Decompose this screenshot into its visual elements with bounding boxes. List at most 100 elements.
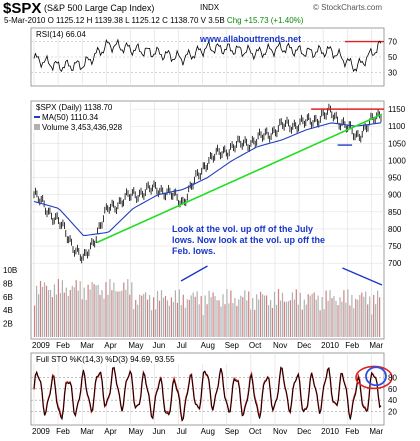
volume-bar	[38, 294, 40, 337]
volume-bar	[63, 292, 65, 337]
volume-bar	[246, 300, 248, 337]
volume-bar	[339, 297, 341, 337]
annotation-line-3: Feb. lows.	[172, 246, 216, 256]
volume-bar	[202, 315, 204, 337]
volume-bar	[250, 309, 252, 337]
x-tick-label-lower: Mar	[369, 427, 383, 436]
volume-bar	[357, 299, 359, 337]
volume-bar	[95, 285, 97, 337]
x-tick-label-lower: Jun	[152, 427, 165, 436]
x-tick-label-lower: Feb	[345, 427, 359, 436]
chart-title-name: (S&P 500 Large Cap Index)	[44, 3, 155, 13]
volume-bar	[222, 294, 224, 337]
sto-tick-label: 80	[388, 373, 397, 382]
volume-bar	[363, 296, 365, 337]
price-series-layer	[33, 103, 384, 286]
volume-bar	[139, 294, 141, 337]
volume-bar	[252, 298, 254, 337]
brand-label: © StockCharts.com	[313, 3, 383, 12]
volume-bar	[67, 296, 69, 337]
price-tick-label: 1050	[388, 139, 406, 148]
sto-highlight-circle-blue	[365, 366, 387, 387]
volume-bar	[238, 299, 240, 337]
tick-labels: 2009 2009 Feb Feb Mar Mar Apr Apr May May Jun Jun Ju…	[3, 38, 406, 436]
volume-bar	[65, 287, 67, 337]
volume-bar	[71, 285, 73, 337]
volume-bar	[301, 309, 303, 337]
volume-bar	[335, 300, 337, 337]
volume-trend-line-july	[180, 265, 208, 282]
volume-tick-label: 4B	[3, 306, 13, 315]
price-tick-label: 700	[388, 259, 402, 268]
volume-bar	[156, 291, 159, 337]
exchange-label: INDX	[200, 3, 220, 12]
x-tick-label-upper: Feb	[345, 341, 359, 350]
volume-bar	[323, 309, 325, 337]
price-tick-label: 1100	[388, 122, 406, 131]
volume-bar	[34, 305, 36, 337]
volume-bar	[45, 285, 48, 337]
volume-bar	[311, 293, 313, 337]
volume-bar	[351, 294, 353, 337]
volume-bar	[230, 290, 232, 337]
volume-bar	[43, 282, 46, 337]
volume-bar	[176, 302, 178, 337]
x-tick-label-upper: Dec	[297, 341, 311, 350]
volume-bar	[73, 287, 75, 337]
volume-bar	[271, 308, 274, 337]
volume-bar	[149, 295, 151, 337]
volume-bar	[172, 302, 174, 337]
volume-bar	[279, 300, 282, 337]
volume-bar	[244, 290, 246, 337]
volume-bar	[359, 295, 361, 337]
volume-bar	[166, 300, 169, 337]
volume-bar	[164, 296, 167, 337]
x-tick-label-upper: 2009	[32, 341, 50, 350]
volume-bar	[254, 309, 256, 337]
volume-bar	[365, 291, 367, 337]
volume-bar	[319, 310, 321, 337]
volume-bar	[123, 282, 125, 337]
volume-bar	[248, 291, 250, 337]
volume-bar	[295, 289, 297, 337]
volume-bar	[196, 291, 198, 337]
rsi-legend: RSI(14) 66.04	[36, 30, 86, 39]
price-legend-spx: $SPX (Daily) 1138.70	[36, 103, 113, 112]
volume-bar	[287, 301, 289, 337]
volume-bar	[226, 289, 228, 337]
price-tick-label: 900	[388, 191, 402, 200]
price-tick-label: 1150	[388, 105, 406, 114]
sto-tick-label: 20	[388, 408, 397, 417]
x-tick-label-lower: Feb	[56, 427, 70, 436]
rsi-series-layer	[33, 38, 384, 73]
volume-bar	[379, 297, 381, 337]
volume-bar	[361, 292, 363, 337]
volume-bar	[103, 298, 105, 337]
x-tick-label-upper: Feb	[56, 341, 70, 350]
volume-bar	[188, 299, 190, 337]
x-tick-label-lower: Mar	[80, 427, 94, 436]
volume-bar	[155, 309, 157, 337]
rsi-legend-bg	[32, 29, 110, 39]
volume-bar	[119, 291, 121, 337]
volume-bar	[268, 305, 270, 337]
volume-bar	[121, 290, 123, 337]
volume-bar	[256, 294, 258, 337]
volume-bar	[168, 305, 170, 337]
volume-bar	[291, 292, 293, 337]
price-legend-bg	[32, 102, 130, 132]
quote-low: L 1125.12	[125, 16, 160, 25]
quote-high: H 1139.38	[86, 16, 123, 25]
volume-bar	[79, 281, 81, 337]
volume-bar	[204, 295, 206, 337]
volume-bar	[236, 305, 238, 337]
volume-bar	[117, 291, 119, 337]
volume-tick-label: 2B	[3, 320, 13, 329]
volume-bar	[353, 308, 355, 337]
annotation-line-2: lows. Now look at the vol. up off the	[172, 235, 325, 245]
volume-bar	[333, 296, 335, 337]
volume-bars	[34, 279, 381, 337]
x-tick-label-lower: 2009	[32, 427, 50, 436]
uptrend-line	[96, 113, 383, 244]
